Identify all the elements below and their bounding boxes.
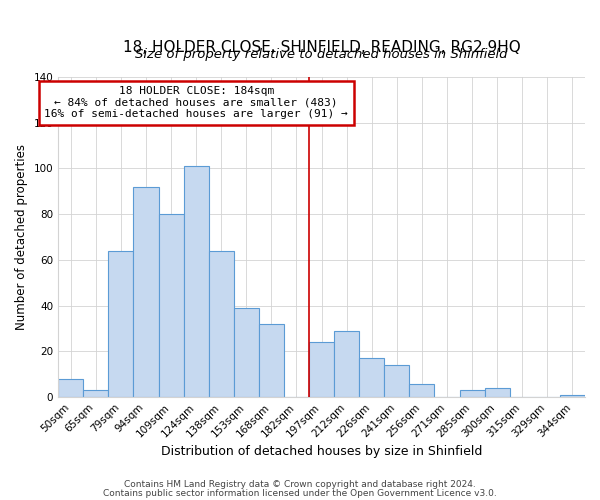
Bar — [83, 390, 109, 397]
Bar — [359, 358, 385, 397]
X-axis label: Distribution of detached houses by size in Shinfield: Distribution of detached houses by size … — [161, 444, 482, 458]
Bar — [334, 331, 359, 397]
Text: Size of property relative to detached houses in Shinfield: Size of property relative to detached ho… — [136, 48, 508, 61]
Bar — [560, 395, 585, 397]
Text: 18 HOLDER CLOSE: 184sqm
← 84% of detached houses are smaller (483)
16% of semi-d: 18 HOLDER CLOSE: 184sqm ← 84% of detache… — [44, 86, 348, 120]
Bar — [385, 365, 409, 397]
Bar — [58, 379, 83, 397]
Bar — [109, 251, 133, 397]
Bar — [309, 342, 334, 397]
Bar — [485, 388, 510, 397]
Bar — [133, 187, 158, 397]
Bar — [184, 166, 209, 397]
Text: Contains public sector information licensed under the Open Government Licence v3: Contains public sector information licen… — [103, 489, 497, 498]
Text: Contains HM Land Registry data © Crown copyright and database right 2024.: Contains HM Land Registry data © Crown c… — [124, 480, 476, 489]
Bar — [409, 384, 434, 397]
Bar — [259, 324, 284, 397]
Title: 18, HOLDER CLOSE, SHINFIELD, READING, RG2 9HQ: 18, HOLDER CLOSE, SHINFIELD, READING, RG… — [123, 40, 520, 55]
Y-axis label: Number of detached properties: Number of detached properties — [15, 144, 28, 330]
Bar — [158, 214, 184, 397]
Bar — [209, 251, 234, 397]
Bar — [234, 308, 259, 397]
Bar — [460, 390, 485, 397]
